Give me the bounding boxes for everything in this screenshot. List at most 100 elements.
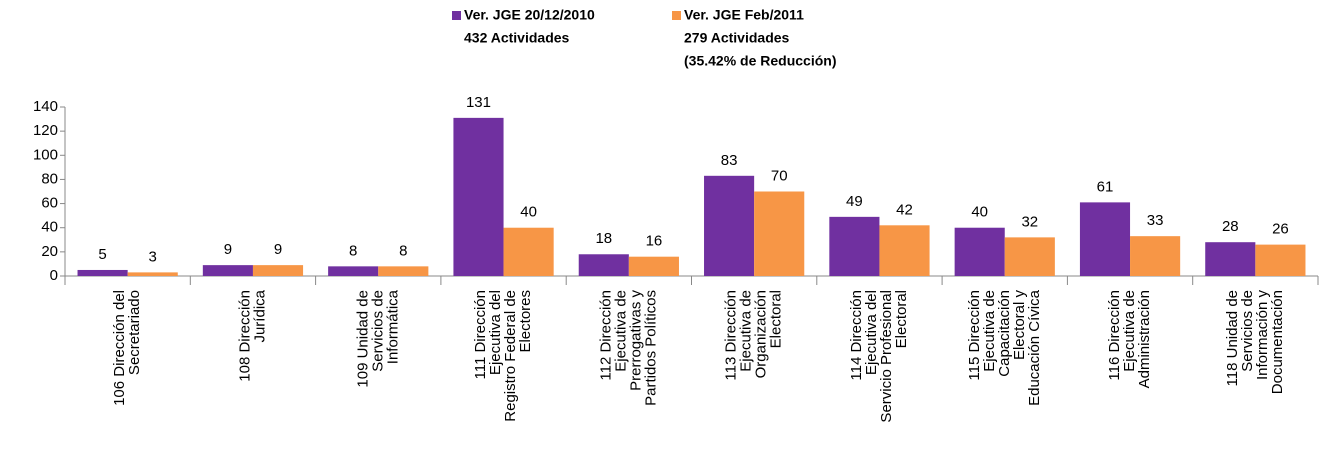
x-tick-label-line: Electoral [768, 290, 785, 348]
x-tick-label: 115 DirecciónEjecutiva deCapacitaciónEle… [966, 289, 1043, 406]
x-tick-label: 113 DirecciónEjecutiva deOrganizaciónEle… [723, 290, 785, 381]
bar [578, 254, 629, 276]
data-label: 32 [1021, 213, 1038, 230]
x-tick-label-line: 114 Dirección [848, 290, 865, 381]
data-label: 26 [1272, 221, 1289, 238]
data-label: 8 [399, 242, 407, 259]
bar [1130, 236, 1181, 276]
x-tick-label: 114 DirecciónEjecutiva delServicio Profe… [848, 290, 910, 423]
x-tick-label-line: Ejecutiva de [612, 290, 629, 372]
y-tick-label: 140 [33, 98, 58, 115]
bar [879, 225, 930, 276]
x-tick-label-line: Ejecutiva del [863, 290, 880, 375]
bar [77, 269, 128, 276]
x-tick-label: 116 DirecciónEjecutiva deAdministración [1106, 290, 1153, 388]
x-tick-label-line: 111 Dirección [472, 290, 489, 380]
x-tick-label: 118 Unidad deServicios deInformación yDo… [1224, 290, 1286, 395]
y-tick-label: 100 [33, 146, 58, 163]
y-tick-label: 80 [41, 170, 58, 187]
x-tick-label-line: Servicios de [1239, 290, 1256, 372]
x-tick-label-line: Jurídica [251, 289, 268, 342]
data-label: 70 [771, 167, 788, 184]
x-tick-label: 112 DirecciónEjecutiva dePrerrogativas y… [597, 290, 659, 406]
x-tick-label-line: 116 Dirección [1106, 290, 1123, 381]
bar [378, 266, 429, 276]
x-tick-label-line: Servicios de [369, 290, 386, 372]
bar [954, 227, 1005, 276]
data-label: 42 [896, 201, 913, 218]
legend-note: 279 Actividades [684, 30, 790, 46]
x-tick-label: 108 DirecciónJurídica [236, 289, 268, 381]
bar [453, 117, 504, 276]
x-tick-label-line: 112 Dirección [597, 290, 614, 381]
data-label: 131 [466, 94, 491, 111]
data-label: 83 [721, 152, 738, 169]
data-label: 18 [595, 230, 612, 247]
x-tick-label-line: Electoral [893, 290, 910, 348]
bar [704, 175, 755, 276]
data-label: 16 [646, 233, 663, 250]
data-label: 49 [846, 193, 863, 210]
x-tick-label-line: 109 Unidad de [354, 290, 371, 388]
y-tick-label: 60 [41, 195, 58, 212]
bar [628, 256, 679, 276]
bar [328, 266, 379, 276]
legend-label: Ver. JGE 20/12/2010 [464, 7, 595, 23]
data-label: 28 [1222, 218, 1239, 235]
x-tick-label-line: Ejecutiva de [981, 290, 998, 372]
x-tick-label-line: Secretariado [126, 290, 143, 375]
x-tick-label-line: Ejecutiva de [1121, 290, 1138, 372]
data-label: 40 [971, 204, 988, 221]
bar [754, 191, 805, 276]
bar [1079, 202, 1131, 276]
legend-swatch [672, 11, 681, 20]
legend-note: (35.42% de Reducción) [684, 53, 837, 69]
x-tick-label-line: 115 Dirección [966, 290, 983, 381]
x-tick-label-line: 108 Dirección [236, 290, 253, 382]
x-tick-label-line: Partidos Políticos [642, 290, 659, 406]
y-tick-label: 20 [41, 243, 58, 260]
data-label: 9 [224, 241, 232, 258]
x-tick-label-line: Servicio Profesional [878, 290, 895, 423]
x-tick-label: 109 Unidad deServicios deInformática [354, 289, 401, 387]
x-tick-label-line: Organización [753, 290, 770, 378]
x-tick-label-line: Prerrogativas y [627, 290, 644, 391]
bar [1004, 237, 1055, 276]
x-tick-label-line: Educación Cívica [1026, 289, 1043, 406]
legend-note: 432 Actividades [464, 30, 570, 46]
bar [127, 272, 178, 276]
bar [202, 265, 253, 276]
x-tick-label-line: Electoral y [1011, 290, 1028, 361]
y-tick-label: 0 [50, 267, 58, 284]
bar [1205, 242, 1256, 276]
x-tick-label-line: 113 Dirección [723, 290, 740, 381]
x-tick-label-line: Información y [1254, 290, 1271, 381]
x-tick-label-line: Informática [384, 289, 401, 364]
x-tick-label-line: Ejecutiva del [487, 290, 504, 375]
data-label: 3 [149, 248, 157, 265]
x-tick-label-line: Documentación [1269, 290, 1286, 394]
x-tick-label-line: Administración [1136, 290, 1153, 388]
data-label: 33 [1147, 212, 1164, 229]
x-tick-label-line: Ejecutiva de [738, 290, 755, 372]
legend-swatch [452, 11, 461, 20]
data-label: 9 [274, 241, 282, 258]
y-tick-label: 40 [41, 219, 58, 236]
x-tick-label: 106 Dirección delSecretariado [111, 290, 143, 406]
data-label: 40 [520, 204, 537, 221]
legend-label: Ver. JGE Feb/2011 [684, 7, 804, 23]
bar [829, 216, 880, 276]
data-label: 5 [98, 246, 106, 263]
x-tick-label: 111 DirecciónEjecutiva delRegistro Feder… [472, 290, 534, 422]
bar [503, 227, 554, 276]
bar [252, 265, 304, 276]
bar [1255, 244, 1306, 276]
x-tick-label-line: 118 Unidad de [1224, 290, 1241, 386]
x-tick-label-line: Capacitación [996, 290, 1013, 377]
x-tick-label-line: Registro Federal de [502, 290, 519, 422]
x-tick-label-line: Electores [517, 290, 534, 353]
data-label: 61 [1097, 178, 1114, 195]
x-tick-label-line: 106 Dirección del [111, 290, 128, 406]
data-label: 8 [349, 242, 357, 259]
